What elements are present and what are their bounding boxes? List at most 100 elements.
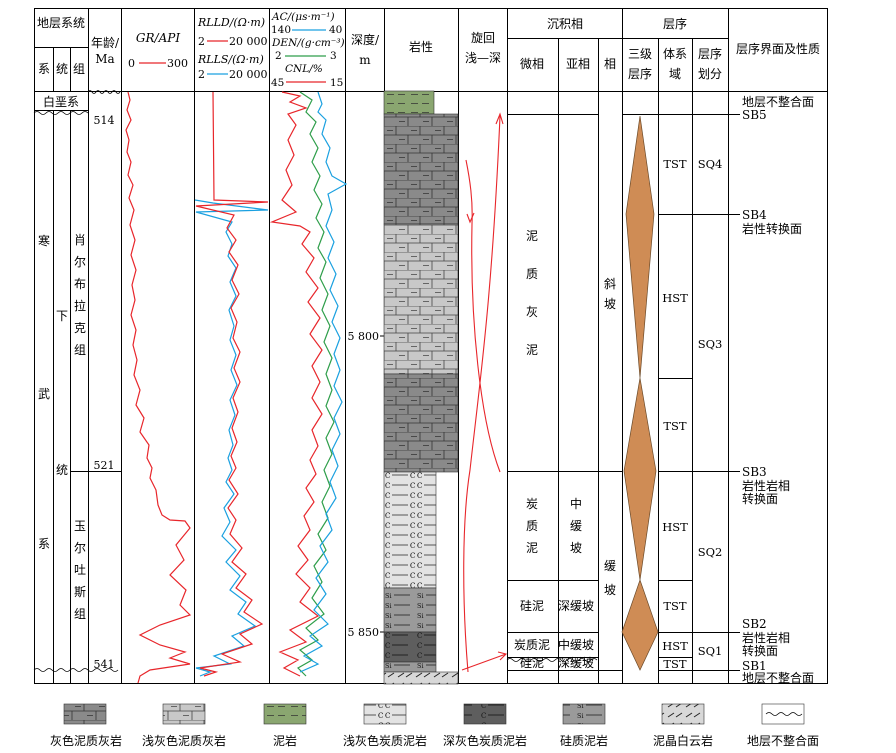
header-systems-tract-2: 域 <box>669 67 681 81</box>
rlls-curve <box>194 199 269 677</box>
boundary-sb3-desc-1: 岩性岩相 <box>742 478 790 493</box>
cycle-arrow-3 <box>461 653 507 671</box>
tract-6: HST <box>662 639 688 653</box>
header-seq-division-2: 划分 <box>698 67 722 81</box>
legend-swatch-carb-light <box>363 703 407 725</box>
header-cycle-1: 旋回 <box>471 31 495 45</box>
header-sequence-group: 层序 <box>663 16 687 31</box>
header-age-1: 年龄/ <box>91 36 120 50</box>
cycle-arrows <box>461 112 508 673</box>
tract-1: TST <box>663 157 687 171</box>
legend-swatch-unconformity <box>761 703 805 725</box>
legend-swatch-lime-dark <box>63 703 107 725</box>
system-char-2: 武 <box>38 387 50 401</box>
unconformity-lines <box>33 90 598 672</box>
facies2-char-1: 缓 <box>604 559 616 573</box>
diamond-sq3-sq2 <box>623 377 657 581</box>
boundary-sb5: SB5 <box>742 108 767 122</box>
cycle-arrow-main <box>463 115 501 673</box>
micro5-label: 硅泥 <box>520 656 544 670</box>
table-frame <box>34 8 828 684</box>
header-rlld-label: RLLD/(Ω·m) <box>197 16 265 29</box>
cretaceous-label: 白垩系 <box>43 94 79 109</box>
header: 地层系统 系 统 组 年龄/ Ma GR/API 0 300 RLLD/(Ω·m… <box>37 11 820 89</box>
header-lithology: 岩性 <box>409 39 433 54</box>
cycle-arrow-2 <box>465 159 501 473</box>
den-curve <box>297 91 335 677</box>
litho-lime-dark-1 <box>383 113 459 225</box>
group1-char-4: 拉 <box>74 298 86 313</box>
header-facies-group: 沉积相 <box>547 17 583 31</box>
legend-label-7: 泥晶白云岩 <box>653 733 713 748</box>
litho-lime-light <box>383 223 459 375</box>
header-seq-division: 层序 <box>698 46 722 61</box>
series-char-2: 统 <box>56 463 68 477</box>
micro1-char-3: 灰 <box>526 305 538 319</box>
header-rlls-min: 2 <box>198 68 205 81</box>
legend-unconformity-wave <box>765 712 803 716</box>
header-facies: 相 <box>604 57 616 71</box>
litho-mudstone <box>383 90 435 115</box>
header-series: 统 <box>56 62 68 76</box>
sub1-char-3: 坡 <box>570 541 582 555</box>
boundary-top: 地层不整合面 <box>742 94 814 109</box>
system-char-3: 系 <box>38 537 50 551</box>
cnl-curve <box>299 91 348 673</box>
tract-3: TST <box>663 419 687 433</box>
sub3-label: 中缓坡 <box>558 637 594 652</box>
facies1-char-2: 坡 <box>604 297 616 311</box>
tract-2: HST <box>662 291 688 305</box>
legend-label-6: 硅质泥岩 <box>560 733 608 748</box>
gr-curve <box>125 91 192 684</box>
sequence-diamonds <box>621 115 659 671</box>
ac-curve <box>269 91 323 677</box>
litho-siliceous-1 <box>383 587 437 633</box>
legend-label-2: 浅灰色泥质灰岩 <box>142 733 226 748</box>
header-third-order-2: 层序 <box>628 66 652 81</box>
legend-swatch-carb-dark <box>463 703 507 725</box>
sub1-char-2: 缓 <box>570 519 582 533</box>
micro2-char-1: 炭 <box>526 497 538 511</box>
header-microfacies: 微相 <box>520 57 544 71</box>
series-char-1: 下 <box>56 309 68 323</box>
header-third-order: 三级 <box>628 47 652 61</box>
header-cycle-2: 浅—深 <box>465 51 501 65</box>
header-cnl-max: 15 <box>330 77 343 89</box>
boundary-sb1: SB1 <box>742 659 767 673</box>
sequence-sq4: SQ4 <box>698 157 723 171</box>
tract-4: HST <box>662 520 688 534</box>
micro2-char-2: 质 <box>526 519 538 533</box>
sequence-sq1: SQ1 <box>698 644 723 658</box>
group1-char-3: 布 <box>74 277 86 291</box>
micro1-char-4: 泥 <box>526 343 538 357</box>
litho-carb-dark <box>383 631 437 663</box>
header-systems-tract: 体系 <box>663 47 687 61</box>
header-gr-min: 0 <box>128 57 135 70</box>
boundary-sb4: SB4 <box>742 208 767 222</box>
depth-5800: 5 800 <box>348 330 380 343</box>
header-strat-system: 地层系统 <box>37 16 85 30</box>
legend-label-4: 浅灰色炭质泥岩 <box>343 733 427 748</box>
header-gr-max: 300 <box>167 57 188 70</box>
header-group: 组 <box>73 62 85 76</box>
sub2-label: 深缓坡 <box>558 599 594 613</box>
header-den-min: 2 <box>275 50 282 62</box>
micro4-label: 炭质泥 <box>514 638 550 652</box>
header-ac-min: 140 <box>271 24 291 36</box>
header-boundary: 层序界面及性质 <box>736 41 820 56</box>
header-den-label: DEN/(g·cm⁻³) <box>271 37 345 49</box>
group2-char-5: 组 <box>74 607 86 621</box>
facies2-char-2: 坡 <box>604 583 616 597</box>
boundary-sb2-desc-1: 岩性岩相 <box>742 630 790 645</box>
group2-char-4: 斯 <box>74 585 86 599</box>
systems-tracts: TST HST TST HST TST HST TST SQ4 SQ3 SQ2 … <box>662 157 722 671</box>
litho-lime-dark-2 <box>383 373 459 473</box>
age-541: 541 <box>94 658 115 671</box>
boundary-sb4-desc: 岩性转换面 <box>742 221 802 236</box>
legend-label-8: 地层不整合面 <box>747 733 819 748</box>
boundary-sb3-desc-2: 转换面 <box>742 491 778 506</box>
micro2-char-3: 泥 <box>526 541 538 555</box>
depth-5850: 5 850 <box>348 626 380 639</box>
micro1-char-1: 泥 <box>526 229 538 243</box>
legend-swatch-mudstone <box>263 703 307 725</box>
